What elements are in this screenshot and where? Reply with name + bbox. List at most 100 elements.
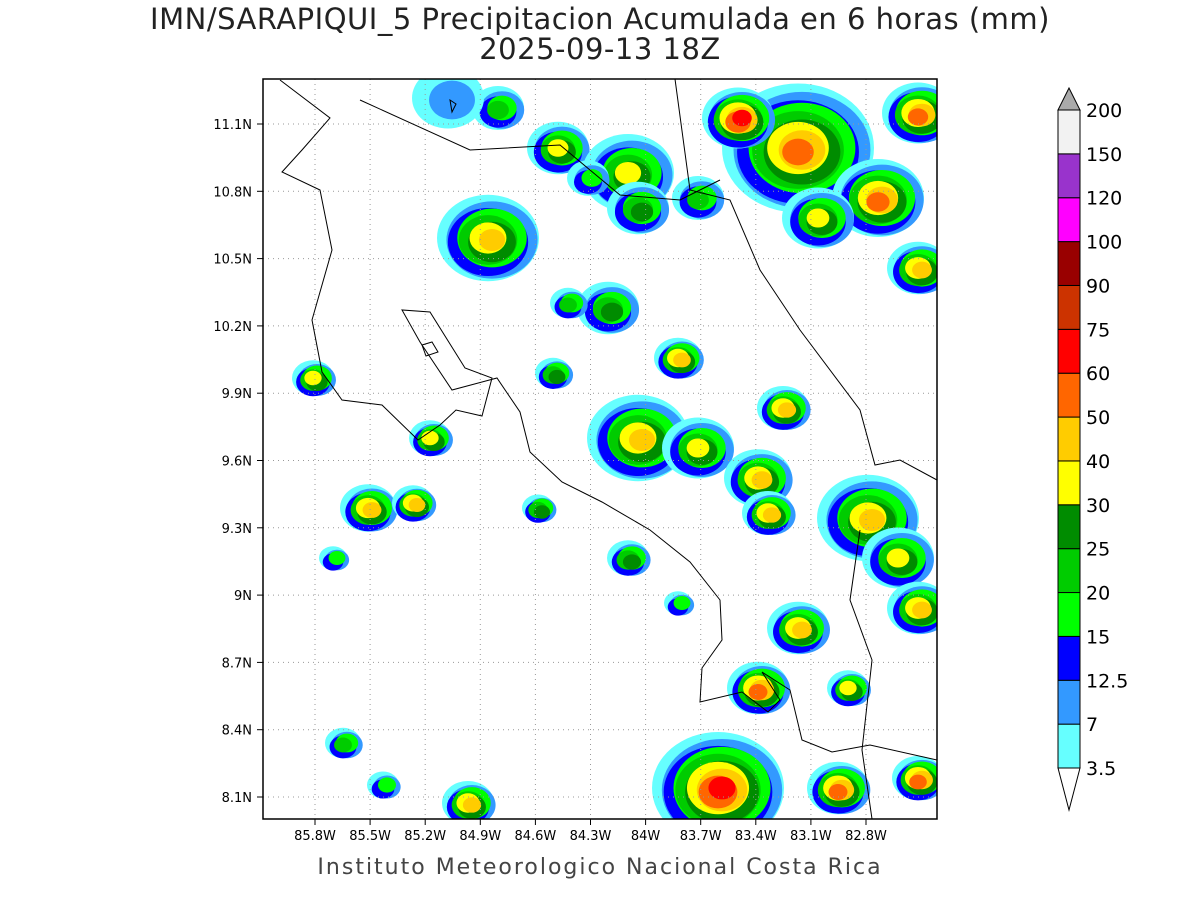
colorbar-label: 75 bbox=[1086, 319, 1110, 341]
precip-contour bbox=[912, 261, 932, 279]
precip-contour bbox=[909, 774, 927, 790]
lat-tick-label: 8.1N bbox=[222, 791, 252, 806]
colorbar-swatch bbox=[1057, 197, 1081, 243]
precip-contour bbox=[548, 369, 566, 385]
map-title: IMN/SARAPIQUI_5 Precipitacion Acumulada … bbox=[150, 2, 1050, 36]
colorbar-label: 150 bbox=[1086, 144, 1122, 166]
lat-tick-label: 9.3N bbox=[222, 522, 252, 537]
colorbar-label: 50 bbox=[1086, 407, 1110, 429]
lat-tick-label: 9N bbox=[234, 589, 252, 604]
colorbar-label: 12.5 bbox=[1086, 670, 1128, 692]
precip-contour bbox=[839, 680, 857, 696]
lat-tick-label: 10.5N bbox=[213, 253, 252, 268]
colorbar-swatch bbox=[1057, 635, 1081, 681]
precip-contour bbox=[748, 684, 768, 700]
precip-contour bbox=[547, 139, 569, 157]
colorbar-swatch bbox=[1057, 109, 1081, 155]
colorbar-swatch bbox=[1057, 372, 1081, 418]
coastlines bbox=[279, 79, 937, 819]
precip-contour bbox=[866, 192, 890, 212]
precip-contour bbox=[858, 509, 886, 531]
coastline bbox=[279, 79, 937, 761]
precip-contour bbox=[687, 190, 709, 210]
map-date: 2025-09-13 18Z bbox=[479, 32, 721, 66]
colorbar-label: 200 bbox=[1086, 100, 1122, 122]
lon-tick-label: 84W bbox=[631, 829, 661, 844]
precip-contour bbox=[673, 352, 691, 368]
lon-tick-label: 85.5W bbox=[349, 829, 391, 844]
precip-contour bbox=[708, 776, 736, 800]
lon-tick-label: 84.3W bbox=[570, 829, 612, 844]
colorbar-label: 60 bbox=[1086, 363, 1110, 385]
precip-contour bbox=[614, 161, 642, 185]
coastline bbox=[359, 99, 721, 201]
lon-tick-label: 83.7W bbox=[680, 829, 722, 844]
colorbar-swatch bbox=[1057, 241, 1081, 286]
colorbar: 3.5 7 12.5 15 20 25 30 40 50 60 75 90 100 120 150 200 bbox=[1057, 86, 1128, 812]
lon-tick-label: 85.2W bbox=[404, 829, 446, 844]
precip-contour bbox=[630, 202, 654, 222]
precip-contour bbox=[792, 621, 812, 639]
precip-contour bbox=[478, 229, 506, 251]
precip-contour bbox=[334, 737, 352, 753]
colorbar-swatch bbox=[1057, 284, 1081, 330]
precip-contour bbox=[487, 100, 509, 120]
lat-tick-label: 10.2N bbox=[213, 320, 252, 335]
precip-contour bbox=[912, 601, 932, 619]
precip-contour bbox=[907, 108, 929, 126]
precip-contour bbox=[581, 169, 603, 187]
colorbar-label: 90 bbox=[1086, 275, 1110, 297]
lon-tick-label: 83.4W bbox=[735, 829, 777, 844]
lon-tick-label: 82.8W bbox=[845, 829, 887, 844]
colorbar-swatch bbox=[1057, 328, 1081, 374]
colorbar-label: 40 bbox=[1086, 451, 1110, 473]
colorbar-label: 7 bbox=[1086, 714, 1098, 736]
lat-axis: 11.1N 10.8N 10.5N 10.2N 9.9N 9.6N 9.3N 9N 8.7N 8.… bbox=[213, 118, 263, 806]
colorbar-swatch bbox=[1057, 548, 1081, 594]
colorbar-swatch bbox=[1057, 460, 1081, 506]
colorbar-label: 3.5 bbox=[1086, 758, 1116, 780]
lon-tick-label: 85.8W bbox=[294, 829, 336, 844]
coastline bbox=[421, 341, 439, 357]
colorbar-swatch bbox=[1057, 723, 1081, 769]
precip-contour bbox=[673, 595, 691, 611]
precip-contour bbox=[886, 548, 910, 568]
precip-contour bbox=[751, 471, 773, 489]
precip-contour bbox=[806, 208, 830, 228]
map-frame bbox=[262, 78, 938, 820]
precip-contour bbox=[600, 302, 624, 322]
coastline bbox=[849, 529, 873, 819]
colorbar-label: 15 bbox=[1086, 626, 1110, 648]
precip-contour bbox=[421, 430, 439, 446]
colorbar-swatch bbox=[1057, 153, 1081, 199]
colorbar-swatch bbox=[1057, 416, 1081, 462]
lat-tick-label: 8.4N bbox=[222, 724, 252, 739]
precip-contour bbox=[429, 80, 475, 120]
precip-contour bbox=[828, 784, 848, 800]
gridlines bbox=[263, 79, 937, 819]
precip-contour bbox=[732, 109, 752, 127]
colorbar-label: 20 bbox=[1086, 583, 1110, 605]
lon-tick-label: 83.1W bbox=[790, 829, 832, 844]
precip-contour bbox=[377, 777, 397, 793]
lon-axis: 85.8W 85.5W 85.2W 84.9W 84.6W 84.3W 84W 83.7W 83… bbox=[294, 819, 887, 844]
precip-contour bbox=[762, 507, 782, 523]
precipitation-field bbox=[292, 79, 937, 819]
precip-contour bbox=[328, 550, 346, 566]
precip-contour bbox=[408, 498, 426, 512]
precip-contour bbox=[628, 429, 656, 451]
colorbar-label: 100 bbox=[1086, 232, 1122, 254]
precip-contour bbox=[533, 505, 551, 519]
precip-contour bbox=[304, 370, 322, 386]
lat-tick-label: 9.6N bbox=[222, 455, 252, 470]
footer-credit: Instituto Meteorologico Nacional Costa R… bbox=[317, 855, 883, 880]
colorbar-swatch bbox=[1057, 504, 1081, 550]
lat-tick-label: 10.8N bbox=[213, 185, 252, 200]
precip-contour bbox=[622, 554, 642, 570]
lon-tick-label: 84.6W bbox=[514, 829, 556, 844]
precip-contour bbox=[686, 438, 710, 458]
lon-tick-label: 84.9W bbox=[459, 829, 501, 844]
colorbar-label: 25 bbox=[1086, 539, 1110, 561]
lat-tick-label: 11.1N bbox=[213, 118, 252, 133]
